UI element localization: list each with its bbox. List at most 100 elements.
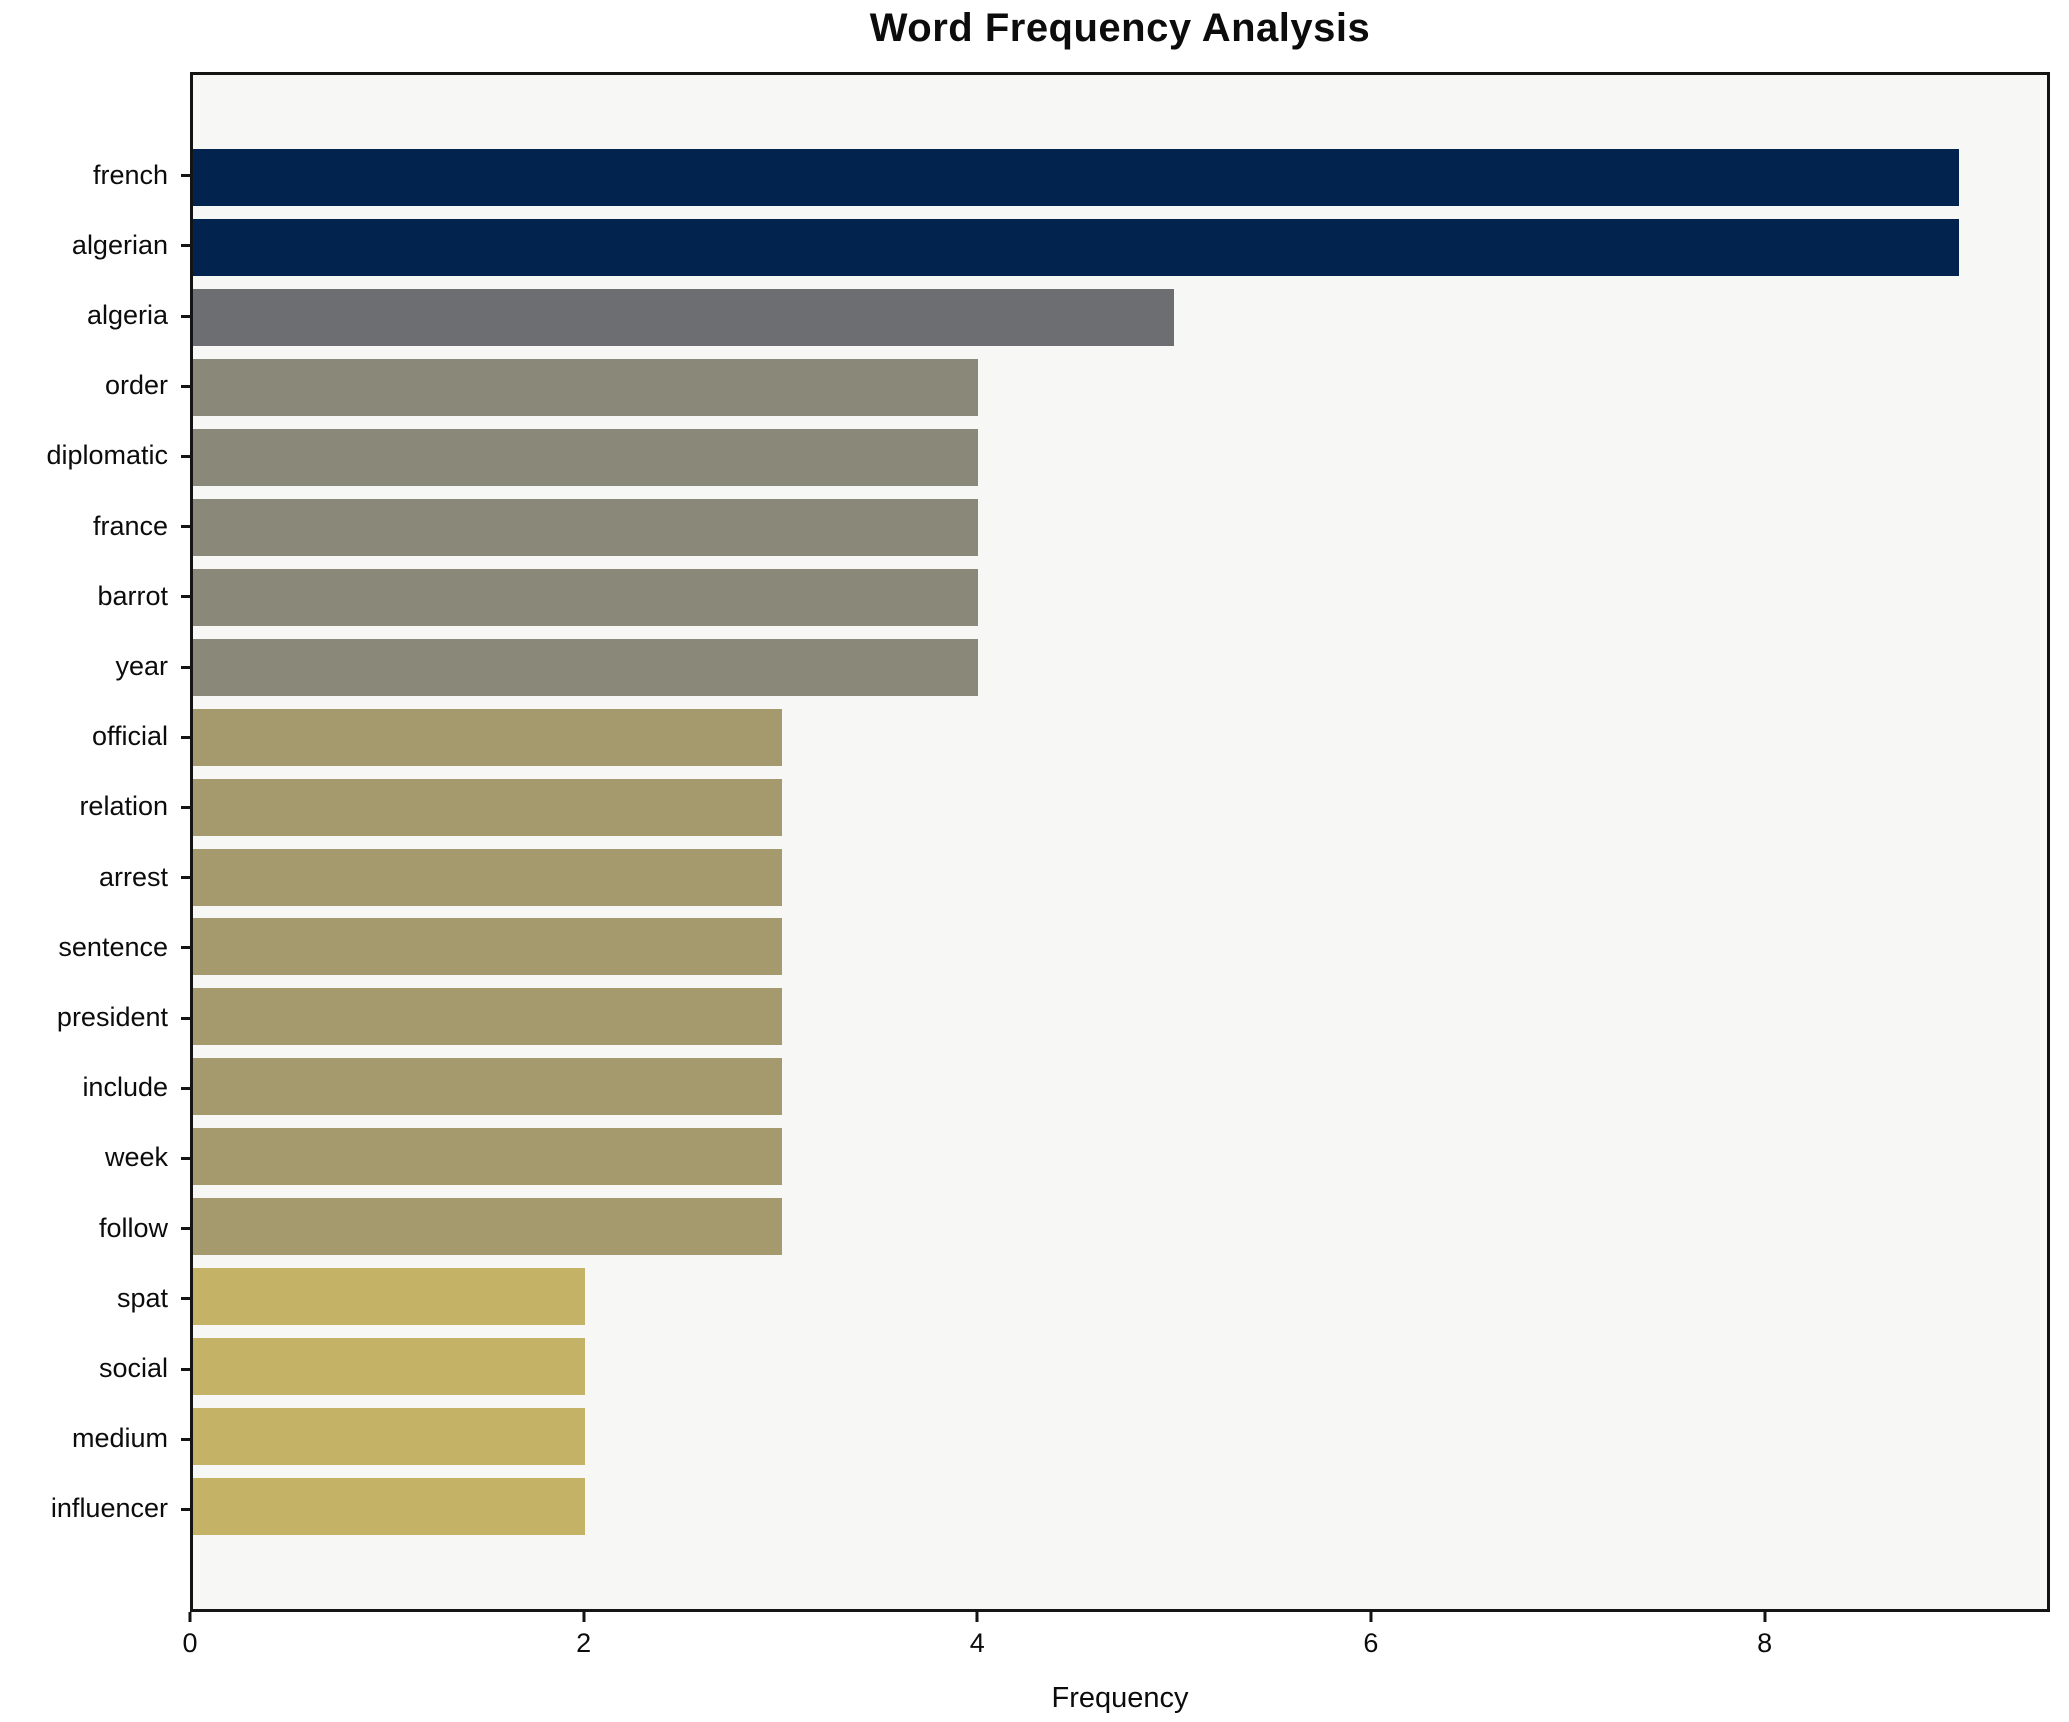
y-axis-label-order: order — [104, 370, 168, 401]
y-tick-mark — [181, 174, 190, 178]
bar-row — [193, 1262, 2047, 1332]
bar-president — [193, 988, 782, 1046]
y-label-row: medium — [0, 1404, 190, 1474]
y-label-row: follow — [0, 1193, 190, 1263]
y-axis-label-arrest: arrest — [98, 861, 168, 892]
y-label-row: year — [0, 631, 190, 701]
y-tick-mark — [181, 946, 190, 950]
bar-row — [193, 632, 2047, 702]
bar-row — [193, 423, 2047, 493]
y-tick-mark — [181, 595, 190, 599]
y-tick-mark — [181, 1016, 190, 1020]
bar-follow — [193, 1198, 782, 1256]
x-tick-mark — [975, 1612, 979, 1622]
y-axis-label-relation: relation — [79, 791, 168, 822]
y-label-row: relation — [0, 772, 190, 842]
y-tick-mark — [181, 1367, 190, 1371]
bar-row — [193, 353, 2047, 423]
y-label-row: order — [0, 351, 190, 421]
x-tick-0: 0 — [182, 1612, 198, 1659]
y-tick-mark — [181, 1437, 190, 1441]
bar-order — [193, 359, 978, 417]
bar-sentence — [193, 918, 782, 976]
x-tick-label: 2 — [576, 1628, 592, 1658]
bar-algeria — [193, 289, 1174, 347]
y-axis-label-algerian: algerian — [71, 229, 168, 260]
bar-row — [193, 772, 2047, 842]
y-tick-mark — [181, 1227, 190, 1231]
x-tick-mark — [188, 1612, 192, 1622]
x-tick-label: 4 — [969, 1628, 985, 1658]
y-label-row: france — [0, 491, 190, 561]
bar-week — [193, 1128, 782, 1186]
y-axis-labels: french algerian algeria order diplomatic fran… — [0, 72, 190, 1612]
y-label-row: french — [0, 140, 190, 210]
x-tick-4: 4 — [970, 1612, 985, 1659]
bar-row — [193, 1052, 2047, 1122]
bar-diplomatic — [193, 429, 978, 487]
y-label-row: spat — [0, 1263, 190, 1333]
bar-include — [193, 1058, 782, 1116]
y-tick-mark — [181, 735, 190, 739]
y-axis-label-president: president — [56, 1002, 168, 1033]
y-tick-mark — [181, 805, 190, 809]
y-label-row: algerian — [0, 210, 190, 280]
bar-france — [193, 498, 978, 556]
bar-barrot — [193, 568, 978, 626]
bar-row — [193, 1471, 2047, 1541]
y-label-row: influencer — [0, 1474, 190, 1544]
bar-year — [193, 638, 978, 696]
y-axis-label-influencer: influencer — [50, 1493, 168, 1524]
bar-relation — [193, 778, 782, 836]
y-label-row: president — [0, 982, 190, 1052]
bar-arrest — [193, 848, 782, 906]
bar-social — [193, 1337, 586, 1395]
y-tick-mark — [181, 454, 190, 458]
y-label-row: diplomatic — [0, 421, 190, 491]
y-axis-label-week: week — [104, 1142, 168, 1173]
y-tick-mark — [181, 876, 190, 880]
bar-french — [193, 149, 1959, 207]
bar-row — [193, 143, 2047, 213]
y-axis-label-french: french — [92, 159, 168, 190]
x-tick-mark — [582, 1612, 586, 1622]
x-tick-label: 0 — [182, 1628, 198, 1658]
x-tick-2: 2 — [576, 1612, 591, 1659]
x-tick-mark — [1369, 1612, 1373, 1622]
bar-algerian — [193, 219, 1959, 277]
y-tick-mark — [181, 1297, 190, 1301]
y-axis-label-social: social — [98, 1353, 168, 1384]
y-tick-mark — [181, 314, 190, 318]
bar-row — [193, 283, 2047, 353]
y-axis-label-follow: follow — [98, 1212, 168, 1243]
y-label-row: arrest — [0, 842, 190, 912]
y-tick-mark — [181, 1156, 190, 1160]
y-tick-mark — [181, 244, 190, 248]
y-label-row: algeria — [0, 280, 190, 350]
y-label-row: official — [0, 702, 190, 772]
y-tick-mark — [181, 384, 190, 388]
bar-row — [193, 493, 2047, 563]
x-axis-title: Frequency — [1051, 1682, 1189, 1714]
bar-spat — [193, 1267, 586, 1325]
y-axis-label-year: year — [115, 651, 168, 682]
y-tick-mark — [181, 665, 190, 669]
chart-title: Word Frequency Analysis — [869, 6, 1371, 50]
bars-container — [193, 75, 2047, 1609]
y-tick-mark — [181, 525, 190, 529]
y-label-row: sentence — [0, 912, 190, 982]
x-tick-label: 6 — [1363, 1628, 1379, 1658]
bar-row — [193, 1331, 2047, 1401]
bar-row — [193, 702, 2047, 772]
bar-row — [193, 1401, 2047, 1471]
bar-row — [193, 562, 2047, 632]
bar-row — [193, 213, 2047, 283]
bar-medium — [193, 1407, 586, 1465]
y-axis-label-sentence: sentence — [58, 931, 168, 962]
y-axis-label-algeria: algeria — [86, 300, 168, 330]
y-axis-label-spat: spat — [116, 1282, 168, 1313]
bar-row — [193, 842, 2047, 912]
bar-row — [193, 982, 2047, 1052]
plot-area — [190, 72, 2050, 1612]
